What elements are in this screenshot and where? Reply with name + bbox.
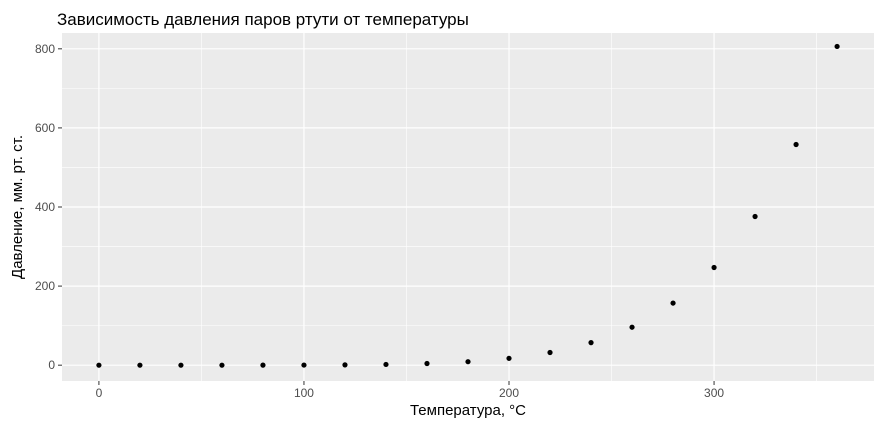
x-tick-label: 300 bbox=[704, 386, 724, 400]
y-axis-title: Давление, мм. рт. ст. bbox=[9, 135, 26, 279]
y-axis-ticks: 0 200 400 600 800 bbox=[35, 42, 62, 372]
y-tick-label: 400 bbox=[35, 200, 55, 214]
data-point bbox=[219, 362, 225, 368]
data-point bbox=[383, 361, 389, 368]
data-point bbox=[752, 213, 758, 220]
data-point bbox=[465, 359, 471, 365]
data-point bbox=[506, 355, 512, 361]
x-tick-label: 100 bbox=[294, 386, 314, 400]
data-points bbox=[96, 43, 840, 368]
data-point bbox=[588, 340, 594, 346]
major-gridlines bbox=[62, 33, 874, 381]
x-axis-ticks: 0 100 200 300 bbox=[96, 381, 724, 400]
data-point bbox=[424, 360, 430, 367]
y-tick-label: 0 bbox=[48, 358, 55, 372]
y-tick-label: 800 bbox=[35, 42, 55, 56]
data-point bbox=[670, 300, 676, 306]
data-point bbox=[178, 362, 184, 368]
chart-title: Зависимость давления паров ртути от темп… bbox=[57, 10, 469, 29]
x-tick-label: 200 bbox=[499, 386, 519, 400]
data-point bbox=[711, 264, 717, 271]
data-point bbox=[96, 362, 102, 368]
data-point bbox=[629, 324, 635, 330]
x-axis-title: Температура, °C bbox=[410, 402, 526, 419]
data-point bbox=[342, 362, 348, 368]
data-point bbox=[547, 349, 553, 356]
data-point bbox=[137, 362, 143, 368]
data-point bbox=[301, 362, 307, 368]
data-point bbox=[834, 43, 840, 50]
data-point bbox=[793, 141, 799, 148]
y-tick-label: 600 bbox=[35, 121, 55, 135]
x-tick-label: 0 bbox=[96, 386, 103, 400]
data-point bbox=[260, 362, 266, 368]
y-tick-label: 200 bbox=[35, 279, 55, 293]
